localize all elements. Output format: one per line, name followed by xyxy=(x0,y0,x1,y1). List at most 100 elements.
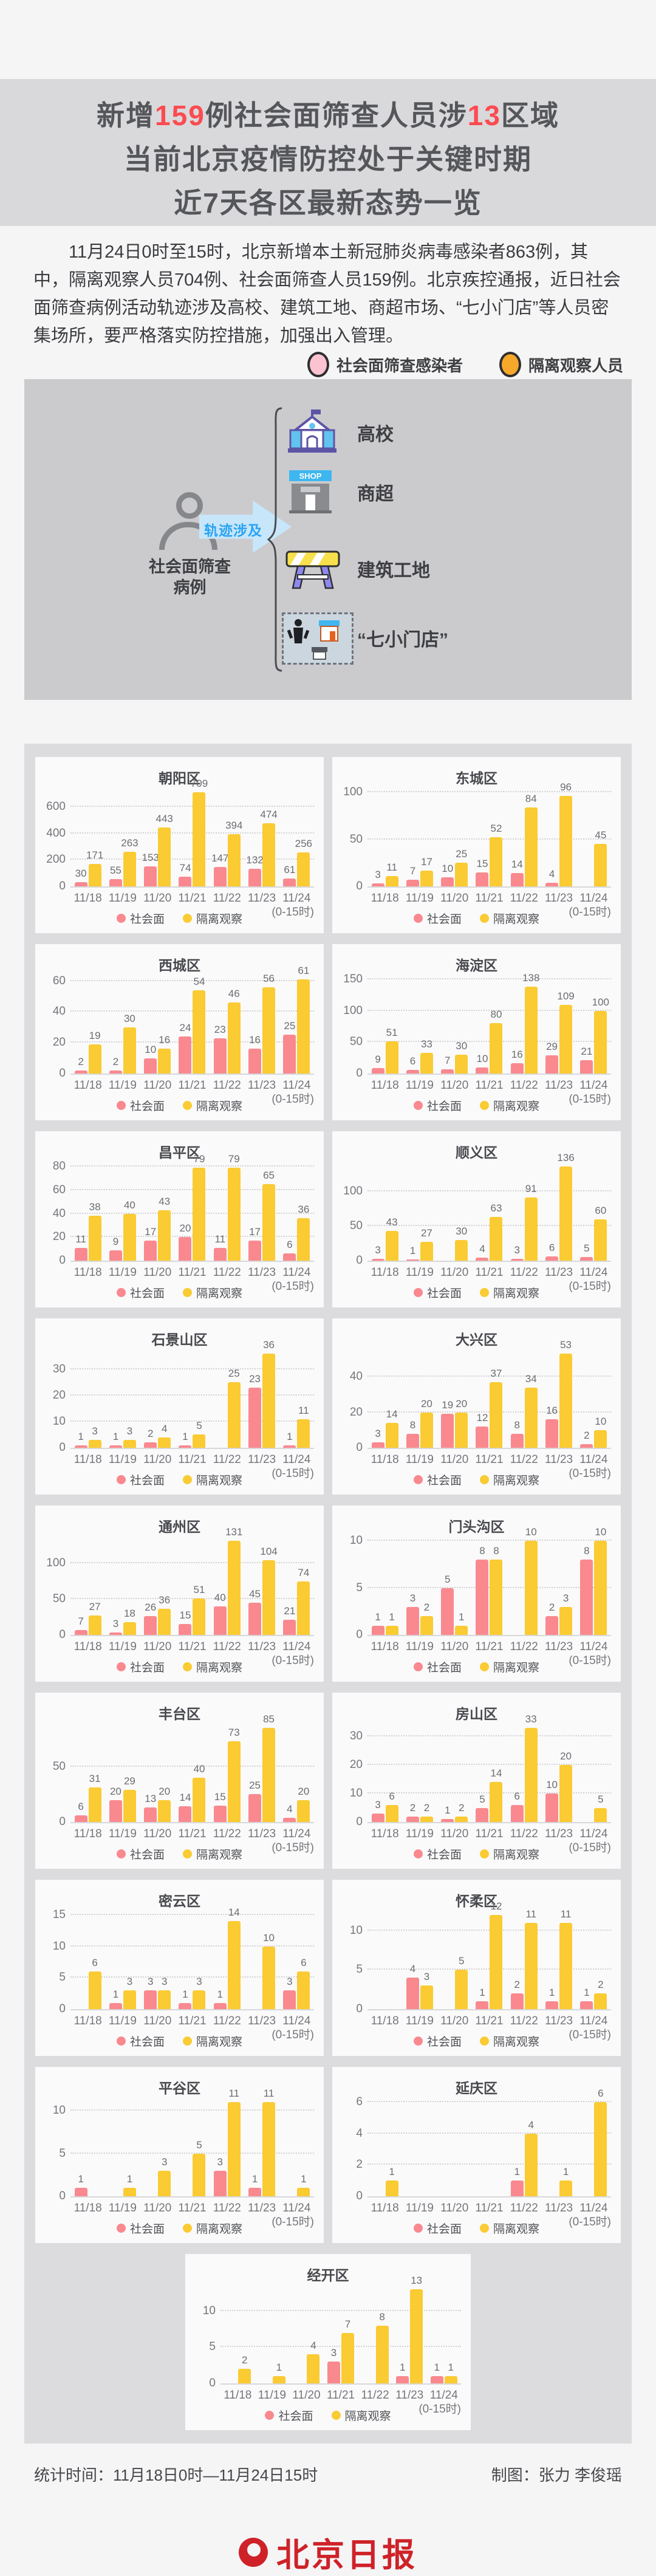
bar-slot: 30 xyxy=(74,868,87,886)
bar-value-label: 2 xyxy=(409,1801,416,1814)
bar-value-label: 14 xyxy=(386,1408,398,1420)
x-tick-label: 11/22 xyxy=(510,1079,538,1092)
chart-legend-item: 隔离观察 xyxy=(183,2220,242,2236)
chart-legend-item: 社会面 xyxy=(413,1284,462,1301)
bar-slot: 5 xyxy=(580,1242,593,1261)
bar-group: 7 27 xyxy=(70,1542,105,1635)
y-tick-label: 0 xyxy=(356,1067,363,1080)
bar-slot: 14 xyxy=(385,1408,398,1448)
bar-value-label: 20 xyxy=(179,1222,191,1235)
bar-value-label: 131 xyxy=(225,1526,243,1538)
x-tick-label: 11/24 xyxy=(282,892,311,905)
x-tick-label: 11/18 xyxy=(371,2015,399,2027)
bar-value-label: 34 xyxy=(525,1372,537,1385)
x-tick-label: 11/19 xyxy=(108,1266,137,1279)
bar-value-label: 7 xyxy=(78,1615,84,1627)
bar-slot: 25 xyxy=(248,1780,262,1822)
x-axis-note: (0-15时) xyxy=(569,1841,611,1854)
bar-slot: 60 xyxy=(594,1205,607,1261)
quarantine-observation-bar: 1 xyxy=(272,2362,285,2383)
bar-slot: 6 xyxy=(510,1790,524,1822)
bar-value-label: 63 xyxy=(490,1202,502,1214)
bar-slot: 24 xyxy=(179,1022,192,1074)
bar-value-label: 10 xyxy=(546,1779,558,1791)
social-screening-bar: 16 xyxy=(248,1034,262,1074)
bar-value-label: 8 xyxy=(493,1545,499,1557)
quarantine-observation-bar: 20 xyxy=(559,1750,573,1822)
bar-slot: 51 xyxy=(193,1584,206,1635)
x-tick-label: 11/24 xyxy=(579,1079,608,1092)
gridline xyxy=(70,979,314,981)
x-tick-label: 11/22 xyxy=(213,1453,241,1466)
bar-group: 1 11 xyxy=(541,1908,576,2009)
y-tick-label: 50 xyxy=(52,1592,66,1605)
bar-value-label: 31 xyxy=(89,1773,101,1785)
bar-value-label: 109 xyxy=(557,990,575,1002)
bar-group: 15 73 xyxy=(210,1727,244,1822)
y-tick-label: 10 xyxy=(349,1534,363,1547)
title-highlight-count: 159 xyxy=(155,100,205,131)
quarantine-observation-bar: 2 xyxy=(420,1802,433,1822)
x-tick-label: 11/20 xyxy=(143,1079,172,1092)
y-tick-label: 0 xyxy=(356,1254,363,1267)
bar-slot: 25 xyxy=(283,1020,296,1074)
quarantine-observation-bar: 65 xyxy=(262,1170,276,1261)
bar-slot: 3 xyxy=(193,1976,206,2009)
chart-legend-label: 社会面 xyxy=(426,1662,462,1674)
bar-value-label: 1 xyxy=(458,1611,465,1623)
bar-value-label: 79 xyxy=(228,1153,240,1165)
bar-value-label: 30 xyxy=(75,868,87,880)
x-tick-label: 11/24 xyxy=(579,1266,608,1279)
quarantine-observation-bar: 3 xyxy=(420,1971,433,2009)
social-screening-bar: 3 xyxy=(371,1799,384,1822)
quarantine-observation-bar: 79 xyxy=(193,1153,206,1261)
quarantine-observation-bar: 34 xyxy=(524,1373,538,1448)
gridline xyxy=(70,1368,314,1369)
x-tick-label: 11/22 xyxy=(213,1828,241,1840)
chart-legend-label: 隔离观察 xyxy=(196,1849,243,1862)
bar-slot: 263 xyxy=(121,837,138,886)
bar-slot: 1 xyxy=(444,2362,457,2383)
gridline xyxy=(70,805,314,807)
social-screening-circle-icon xyxy=(307,352,329,377)
bar-group: 20 79 xyxy=(175,1153,210,1261)
bar-slot: 1 xyxy=(396,2362,409,2383)
bar-value-label: 100 xyxy=(592,996,610,1008)
social-screening-bar: 19 xyxy=(441,1399,454,1448)
gridline xyxy=(70,2152,314,2154)
bar-slot: 16 xyxy=(158,1034,171,1074)
chart-plot-area: 0 200 400 600 30 171 55 263 153 443 74 709 147 394 132… xyxy=(46,778,314,892)
bar-group: 29 109 xyxy=(541,981,576,1074)
quarantine-circle-icon xyxy=(499,352,521,377)
social-screening-bar: 7 xyxy=(74,1615,87,1635)
bar-value-label: 6 xyxy=(548,1242,555,1254)
y-tick-label: 4 xyxy=(356,2126,363,2140)
x-tick-label: 11/21 xyxy=(178,1079,207,1092)
title-banner: 新增159例社会面筛查人员涉13区域 当前北京疫情防控处于关键时期 近7天各区最… xyxy=(0,79,656,226)
chart-title: 昌平区 xyxy=(159,1145,200,1160)
bar-group xyxy=(472,2103,507,2196)
chart-legend: 社会面 隔离观察 xyxy=(332,910,621,927)
chart-legend-item: 社会面 xyxy=(116,1471,165,1488)
bar-value-label: 53 xyxy=(560,1339,572,1351)
bar-slot: 3 xyxy=(88,1425,101,1448)
bar-slot: 12 xyxy=(476,1412,489,1448)
chart-legend-label: 社会面 xyxy=(426,1475,462,1487)
bar-value-label: 60 xyxy=(595,1204,607,1216)
y-tick-label: 10 xyxy=(202,2304,216,2317)
quarantine-legend-dot-icon xyxy=(183,1662,192,1671)
chart-legend-item: 社会面 xyxy=(116,1659,165,1675)
chart-legend-label: 社会面 xyxy=(426,1287,462,1300)
quarantine-observation-bar: 263 xyxy=(121,837,138,886)
x-tick-label: 11/20 xyxy=(143,892,172,905)
bar-value-label: 46 xyxy=(228,988,240,1000)
bar-slot: 3 xyxy=(510,1244,524,1261)
chart-legend: 社会面 隔离观察 xyxy=(35,1471,324,1488)
x-axis-labels: 11/18 11/19 11/20 11/21 11/22 11/23 11/24 xyxy=(367,1266,611,1279)
quarantine-observation-bar: 14 xyxy=(227,1906,241,2009)
bar-group: 5 14 xyxy=(472,1729,507,1822)
x-tick-label: 11/22 xyxy=(510,1828,538,1840)
social-screening-bar: 1 xyxy=(179,1989,192,2009)
